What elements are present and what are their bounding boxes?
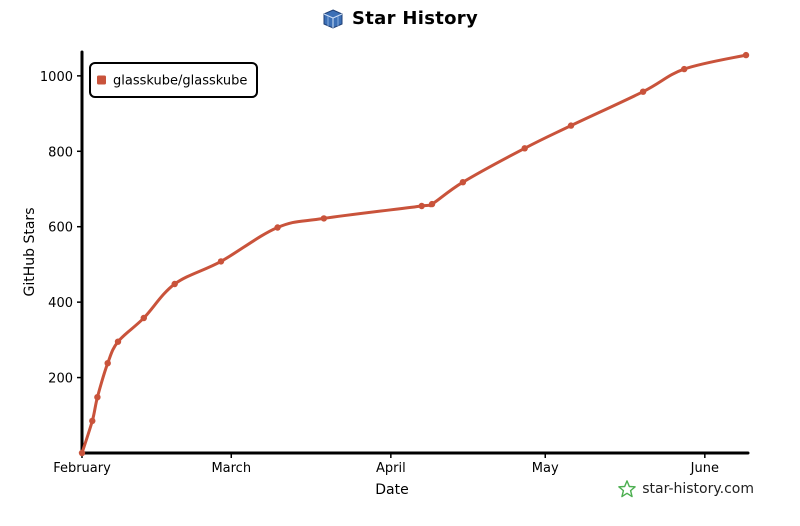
data-point <box>104 360 111 367</box>
data-point <box>94 394 101 401</box>
x-tick-label: May <box>532 461 559 476</box>
legend-swatch <box>97 75 106 85</box>
series-line <box>80 53 748 455</box>
data-point <box>114 338 122 345</box>
x-axis-label: Date <box>375 482 408 498</box>
data-point <box>459 179 467 186</box>
data-point <box>274 224 281 231</box>
y-tick-label: 800 <box>48 145 73 160</box>
data-point <box>742 51 750 59</box>
star-logo-icon <box>618 480 637 498</box>
data-point <box>217 258 225 265</box>
data-point <box>78 449 86 457</box>
data-point <box>428 200 436 208</box>
x-tick-label: June <box>690 461 719 476</box>
ticks: February March April May June 200 400 600 800 100… <box>40 70 719 476</box>
axes <box>79 50 750 456</box>
x-tick-label: February <box>53 461 111 476</box>
y-axis-label: GitHub Stars <box>22 208 38 297</box>
brand-text: star-history.com <box>642 481 754 497</box>
data-point <box>567 122 575 129</box>
legend-box <box>89 62 258 98</box>
data-point <box>89 417 96 425</box>
data-point <box>140 314 147 322</box>
x-tick-label: April <box>376 461 406 476</box>
y-tick-label: 600 <box>48 221 73 236</box>
data-point <box>521 145 528 152</box>
y-tick-label: 200 <box>48 372 73 387</box>
star-history-logo-icon <box>323 8 343 29</box>
star-history-link[interactable]: star-history.com <box>618 480 754 498</box>
data-point <box>418 202 425 210</box>
legend: glasskube/glasskube <box>89 62 258 98</box>
x-tick-label: March <box>211 461 251 476</box>
data-point <box>171 280 178 288</box>
chart-title: Star History <box>352 8 478 29</box>
data-point <box>320 215 328 222</box>
chart-title-bar: Star History <box>0 8 800 33</box>
series-layer <box>78 51 750 457</box>
data-point <box>639 88 647 95</box>
y-tick-label: 1000 <box>40 70 73 85</box>
y-tick-label: 400 <box>48 296 73 311</box>
data-point <box>681 65 688 73</box>
legend-label: glasskube/glasskube <box>113 74 247 89</box>
